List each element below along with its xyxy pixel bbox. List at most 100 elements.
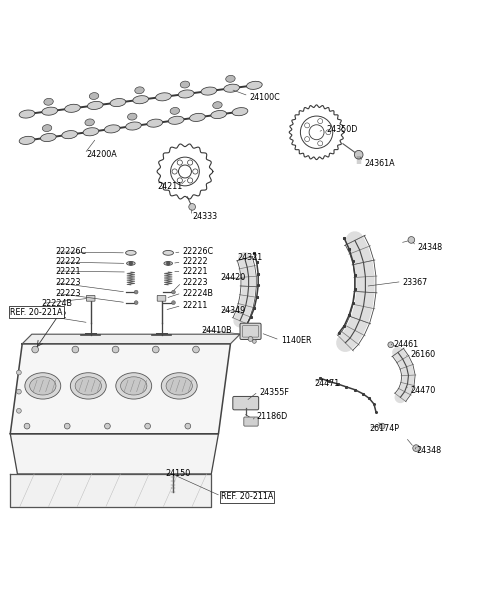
Circle shape	[185, 423, 191, 429]
Text: REF. 20-211A: REF. 20-211A	[221, 492, 273, 502]
Circle shape	[134, 301, 138, 304]
Text: 22211: 22211	[182, 301, 208, 310]
Circle shape	[252, 340, 256, 343]
Text: 24471: 24471	[314, 379, 339, 387]
Ellipse shape	[166, 377, 192, 395]
Circle shape	[189, 203, 195, 210]
Ellipse shape	[126, 251, 136, 255]
Ellipse shape	[161, 373, 197, 399]
Ellipse shape	[133, 96, 148, 104]
Circle shape	[171, 301, 175, 304]
Ellipse shape	[213, 101, 222, 109]
Circle shape	[379, 423, 385, 429]
Circle shape	[166, 262, 170, 265]
Ellipse shape	[42, 107, 58, 115]
Circle shape	[64, 423, 70, 429]
Ellipse shape	[21, 137, 33, 144]
Circle shape	[32, 346, 38, 353]
Ellipse shape	[40, 133, 56, 142]
Text: REF. 20-221A: REF. 20-221A	[10, 308, 63, 316]
Text: 22222: 22222	[56, 257, 81, 266]
Text: 22226C: 22226C	[182, 247, 214, 257]
Text: 24350D: 24350D	[326, 125, 358, 134]
Text: 22223: 22223	[56, 278, 81, 287]
Ellipse shape	[87, 101, 103, 109]
Ellipse shape	[89, 93, 99, 100]
Ellipse shape	[180, 81, 190, 88]
Text: 22224B: 22224B	[182, 288, 214, 298]
Polygon shape	[10, 474, 211, 507]
Circle shape	[134, 290, 138, 294]
Circle shape	[171, 290, 175, 294]
Ellipse shape	[21, 111, 33, 117]
Text: 24100C: 24100C	[250, 93, 280, 102]
Ellipse shape	[163, 251, 173, 255]
Ellipse shape	[226, 75, 235, 82]
Ellipse shape	[249, 82, 260, 88]
Ellipse shape	[128, 113, 137, 120]
Text: 24348: 24348	[417, 243, 442, 252]
Text: 21186D: 21186D	[257, 412, 288, 421]
Ellipse shape	[147, 119, 163, 127]
Text: 24420: 24420	[221, 273, 246, 282]
Ellipse shape	[116, 373, 152, 399]
FancyBboxPatch shape	[244, 417, 258, 426]
Circle shape	[354, 150, 363, 159]
Ellipse shape	[156, 93, 171, 101]
Ellipse shape	[30, 377, 56, 395]
Circle shape	[16, 370, 21, 375]
Circle shape	[16, 408, 21, 413]
Text: 22212: 22212	[42, 310, 67, 320]
Polygon shape	[10, 344, 230, 434]
Ellipse shape	[71, 373, 106, 399]
Text: 24355F: 24355F	[259, 388, 289, 397]
Circle shape	[105, 423, 110, 429]
Ellipse shape	[190, 114, 205, 122]
Ellipse shape	[127, 262, 135, 265]
FancyBboxPatch shape	[86, 296, 95, 301]
Ellipse shape	[110, 98, 126, 106]
Polygon shape	[22, 334, 240, 344]
Text: 24361A: 24361A	[364, 159, 395, 168]
Ellipse shape	[126, 122, 141, 130]
Circle shape	[388, 342, 394, 348]
Ellipse shape	[104, 125, 120, 133]
Ellipse shape	[211, 111, 227, 119]
Polygon shape	[10, 434, 218, 474]
Text: 22221: 22221	[56, 266, 81, 276]
Text: 24348: 24348	[416, 445, 441, 455]
Circle shape	[24, 423, 30, 429]
Circle shape	[72, 346, 79, 353]
Ellipse shape	[42, 125, 52, 131]
Ellipse shape	[135, 87, 144, 93]
Text: 24461: 24461	[393, 340, 418, 349]
Text: 22224B: 22224B	[42, 299, 73, 308]
Text: 24211: 24211	[157, 182, 182, 191]
Text: 23367: 23367	[403, 278, 428, 287]
FancyBboxPatch shape	[233, 397, 259, 410]
Circle shape	[112, 346, 119, 353]
Text: 24470: 24470	[410, 386, 435, 395]
Ellipse shape	[201, 87, 217, 95]
Ellipse shape	[25, 373, 61, 399]
Circle shape	[408, 236, 415, 243]
Circle shape	[192, 346, 199, 353]
Circle shape	[129, 262, 133, 265]
Ellipse shape	[65, 104, 80, 112]
Ellipse shape	[19, 136, 35, 144]
Circle shape	[248, 337, 253, 342]
Text: 26160: 26160	[410, 350, 435, 359]
FancyBboxPatch shape	[240, 323, 261, 340]
Ellipse shape	[224, 84, 240, 92]
Text: 22223: 22223	[182, 278, 208, 287]
Text: 24150: 24150	[166, 469, 191, 478]
Text: 24333: 24333	[192, 213, 217, 221]
Circle shape	[153, 346, 159, 353]
Ellipse shape	[83, 128, 99, 136]
Text: 24410B: 24410B	[202, 326, 232, 335]
Text: 22223: 22223	[56, 288, 81, 298]
Ellipse shape	[234, 109, 246, 115]
Text: 24200A: 24200A	[87, 150, 118, 159]
Ellipse shape	[85, 119, 95, 126]
Ellipse shape	[247, 81, 262, 89]
